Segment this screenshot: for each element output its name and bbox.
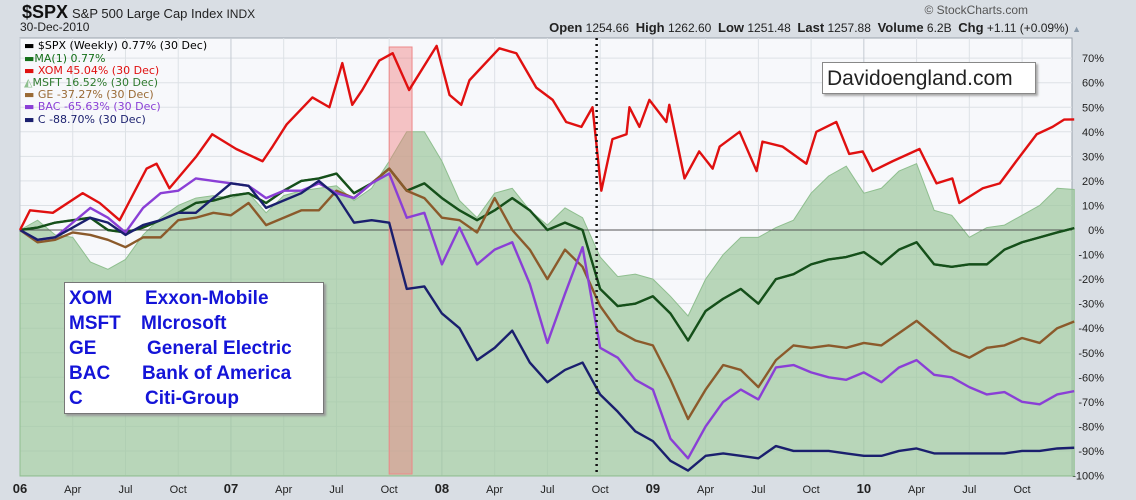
x-tick-label: Jul xyxy=(751,484,765,496)
x-tick-label: Apr xyxy=(486,484,503,496)
volume-value: 6.2B xyxy=(926,21,952,35)
legend-item-ma: ▬MA(1) 0.77% xyxy=(24,52,105,65)
open-value: 1254.66 xyxy=(585,21,630,35)
ticker-names-box: XOM Exxon-Mobile MSFT MIcrosoft GE Gener… xyxy=(64,282,324,414)
y-tick-label: -20% xyxy=(1078,274,1104,286)
legend-label: XOM 45.04% (30 Dec) xyxy=(37,64,160,77)
x-tick-label: Apr xyxy=(64,484,81,496)
y-tick-label: -60% xyxy=(1078,372,1104,384)
legend-label: BAC -65.63% (30 Dec) xyxy=(37,100,161,113)
x-tick-label: Jul xyxy=(962,484,976,496)
legend-item-spx: ▬ $SPX (Weekly) 0.77% (30 Dec) xyxy=(24,39,207,52)
line-swatch-icon: ▬ xyxy=(24,113,38,126)
legend-label: $SPX (Weekly) 0.77% (30 Dec) xyxy=(37,39,208,52)
legend-label: MA(1) 0.77% xyxy=(34,52,106,65)
chg-label: Chg xyxy=(958,20,984,35)
y-tick-label: 30% xyxy=(1082,151,1104,163)
x-tick-label: 07 xyxy=(224,481,238,496)
y-tick-label: -30% xyxy=(1078,299,1104,311)
x-tick-label: Apr xyxy=(697,484,714,496)
volume-label: Volume xyxy=(877,20,924,35)
series-line-ma1 xyxy=(19,167,1075,342)
watermark: Davidoengland.com xyxy=(822,62,1036,94)
y-tick-label: 50% xyxy=(1082,102,1104,114)
area-swatch-icon: ◭ xyxy=(24,76,33,89)
x-tick-label: Oct xyxy=(381,484,398,496)
legend-label: C -88.70% (30 Dec) xyxy=(37,113,146,126)
index-name: S&P 500 Large Cap Index xyxy=(72,6,223,21)
x-tick-label: Apr xyxy=(908,484,925,496)
x-tick-label: Jul xyxy=(540,484,554,496)
y-tick-label: -10% xyxy=(1078,250,1104,262)
company-name: Exxon-Mobile xyxy=(145,288,269,309)
line-swatch-icon: ▬ xyxy=(24,39,38,52)
legend-item-ge: ▬ GE -37.27% (30 Dec) xyxy=(24,88,154,101)
line-swatch-icon: ▬ xyxy=(24,52,35,65)
legend-label: MSFT 16.52% (30 Dec) xyxy=(32,76,159,89)
line-swatch-icon: ▬ xyxy=(24,100,38,113)
x-tick-label: Apr xyxy=(275,484,292,496)
x-tick-label: Oct xyxy=(592,484,609,496)
x-tick-label: Jul xyxy=(118,484,132,496)
ticker: C xyxy=(69,388,83,409)
company-name: MIcrosoft xyxy=(141,313,227,334)
company-name: General Electric xyxy=(147,338,292,359)
series-line-ge xyxy=(19,167,1075,421)
high-value: 1262.60 xyxy=(667,21,712,35)
company-name: Bank of America xyxy=(142,363,292,384)
y-tick-label: -70% xyxy=(1078,397,1104,409)
x-tick-label: 06 xyxy=(13,481,27,496)
series-line-xom xyxy=(18,44,1075,231)
x-tick-label: Oct xyxy=(1013,484,1030,496)
legend-label: GE -37.27% (30 Dec) xyxy=(37,88,154,101)
chart-index-name: S&P 500 Large Cap Index INDX xyxy=(72,6,255,21)
last-value: 1257.88 xyxy=(827,21,871,35)
y-tick-label: 10% xyxy=(1082,200,1104,212)
highlight-band xyxy=(388,46,413,475)
quote-bar: Open 1254.66 High 1262.60 Low 1251.48 La… xyxy=(549,20,1081,35)
chart-date: 30-Dec-2010 xyxy=(20,20,90,34)
x-tick-label: Jul xyxy=(329,484,343,496)
y-tick-label: 0% xyxy=(1088,225,1104,237)
ticker: GE xyxy=(69,338,97,359)
series-line-c xyxy=(19,179,1075,472)
line-swatch-icon: ▬ xyxy=(24,64,38,77)
ticker: XOM xyxy=(69,288,113,309)
y-tick-label: -50% xyxy=(1078,348,1104,360)
legend-item-xom: ▬ XOM 45.04% (30 Dec) xyxy=(24,64,159,77)
ticker: BAC xyxy=(69,363,111,384)
series-line-bac xyxy=(19,172,1075,460)
open-label: Open xyxy=(549,20,583,35)
y-tick-label: -80% xyxy=(1078,421,1104,433)
stockcharts-credit: © StockCharts.com xyxy=(924,3,1028,17)
line-swatch-icon: ▬ xyxy=(24,88,38,101)
y-tick-label: 40% xyxy=(1082,127,1104,139)
last-label: Last xyxy=(797,20,825,35)
ticker: MSFT xyxy=(69,313,121,334)
company-name: Citi-Group xyxy=(145,388,239,409)
x-tick-label: Oct xyxy=(803,484,820,496)
x-tick-label: 09 xyxy=(646,481,660,496)
exchange: INDX xyxy=(226,7,256,21)
y-tick-label: 60% xyxy=(1082,78,1104,90)
y-tick-label: -100% xyxy=(1072,471,1104,483)
legend-item-msft: ◭MSFT 16.52% (30 Dec) xyxy=(24,76,158,89)
y-tick-label: 20% xyxy=(1082,176,1104,188)
legend-item-c: ▬ C -88.70% (30 Dec) xyxy=(24,113,146,126)
y-tick-label: 70% xyxy=(1082,53,1104,65)
y-tick-label: -40% xyxy=(1078,323,1104,335)
x-tick-label: 08 xyxy=(435,481,449,496)
high-label: High xyxy=(635,20,665,35)
low-value: 1251.48 xyxy=(747,21,791,35)
legend-item-bac: ▬ BAC -65.63% (30 Dec) xyxy=(24,100,161,113)
triangle-up-icon: ▲ xyxy=(1072,24,1081,34)
chg-value: +1.11 (+0.09%) xyxy=(986,21,1069,35)
y-tick-label: -90% xyxy=(1078,446,1104,458)
x-tick-label: 10 xyxy=(857,481,871,496)
low-label: Low xyxy=(718,20,745,35)
chart-symbol: $SPX xyxy=(22,2,69,22)
x-tick-label: Oct xyxy=(170,484,187,496)
